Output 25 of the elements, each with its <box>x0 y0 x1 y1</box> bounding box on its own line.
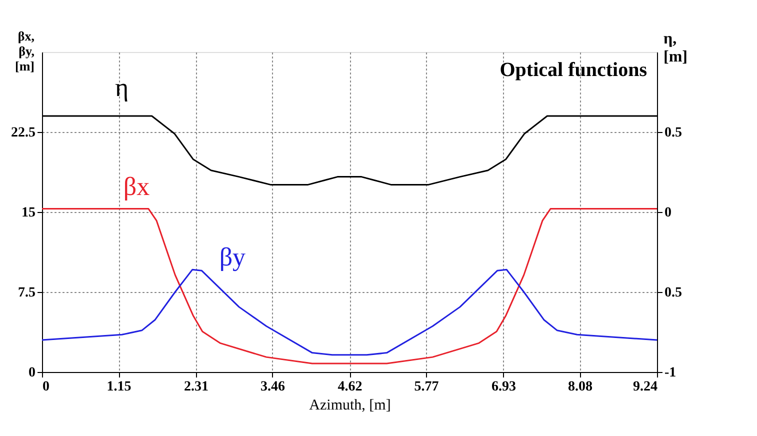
y-tick-label: 0 <box>28 366 36 380</box>
x-tick-label: 9.24 <box>633 380 658 394</box>
y2-tick-label: -1 <box>664 366 676 380</box>
y2-axis-title: η, [m] <box>664 30 688 66</box>
y2-tick-label: 0 <box>664 206 672 220</box>
x-tick-label: 4.62 <box>338 380 362 394</box>
series-label: βy <box>219 242 246 272</box>
series-label: η <box>115 73 129 102</box>
y-tick-label: 7.5 <box>18 286 36 300</box>
y2-tick-label: 0.5 <box>664 286 682 300</box>
x-tick-label: 2.31 <box>184 380 208 394</box>
x-tick-label: 3.46 <box>260 380 286 394</box>
x-tick-label: 1.15 <box>106 380 132 394</box>
y2-tick-label: 0.5 <box>664 126 682 140</box>
x-tick-label: 6.93 <box>492 380 516 394</box>
chart-title: Optical functions <box>500 59 648 81</box>
x-axis-title: Azimuth, [m] <box>309 398 391 414</box>
x-tick-label: 5.77 <box>414 380 439 394</box>
x-tick-label: 8.08 <box>568 380 593 394</box>
y-tick-label: 22.5 <box>11 126 36 140</box>
series-label: βx <box>123 172 150 201</box>
x-tick-label: 0 <box>42 380 50 394</box>
y-axis-title: βx, βy, [m] <box>15 28 34 74</box>
line-series <box>41 208 658 364</box>
y-tick-label: 15 <box>22 206 36 220</box>
